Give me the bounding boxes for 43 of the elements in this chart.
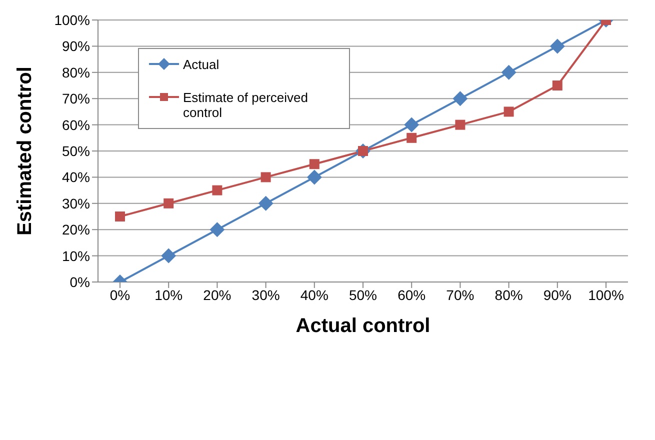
point xyxy=(212,185,222,196)
y-tick-label: 50% xyxy=(62,142,90,159)
legend-label: Actual xyxy=(183,57,220,72)
x-tick-label: 70% xyxy=(446,286,474,303)
point xyxy=(406,132,417,143)
point xyxy=(260,172,271,182)
y-tick-label: 90% xyxy=(62,38,90,54)
legend-label: Estimate of perceived control xyxy=(183,90,310,120)
point xyxy=(404,117,420,132)
x-tick-label: 60% xyxy=(398,286,426,303)
y-tick-label: 100% xyxy=(54,12,90,28)
y-tick-label: 10% xyxy=(62,248,90,264)
point xyxy=(504,106,514,117)
y-tick-label: 80% xyxy=(62,64,90,80)
point xyxy=(550,38,565,54)
y-tick-label: 40% xyxy=(62,169,90,186)
point xyxy=(161,248,176,264)
point xyxy=(455,120,466,130)
point xyxy=(552,80,562,90)
point xyxy=(501,64,516,80)
x-tick-label: 100% xyxy=(588,286,624,303)
y-tick-label: 70% xyxy=(62,90,90,107)
point xyxy=(210,222,225,238)
x-tick-label: 90% xyxy=(543,286,572,303)
x-tick-label: 30% xyxy=(252,286,280,303)
x-tick-label: 40% xyxy=(300,286,328,303)
x-tick-label: 80% xyxy=(494,286,523,303)
y-tick-label: 60% xyxy=(62,116,90,133)
point xyxy=(164,198,174,208)
point xyxy=(306,170,322,185)
x-tick-label: 10% xyxy=(154,286,183,303)
x-tick-label: 20% xyxy=(203,286,232,303)
x-tick-label: 0% xyxy=(110,286,130,303)
x-tick-label: 50% xyxy=(348,286,378,303)
y-tick-label: 0% xyxy=(70,274,90,290)
point xyxy=(115,212,125,222)
y-tick-label: 20% xyxy=(62,222,90,238)
point xyxy=(452,91,468,106)
point xyxy=(258,196,274,211)
y-axis-title: Estimated control xyxy=(14,66,36,236)
point xyxy=(309,159,320,170)
y-tick-label: 30% xyxy=(62,195,90,212)
x-axis-title: Actual control xyxy=(296,315,430,337)
